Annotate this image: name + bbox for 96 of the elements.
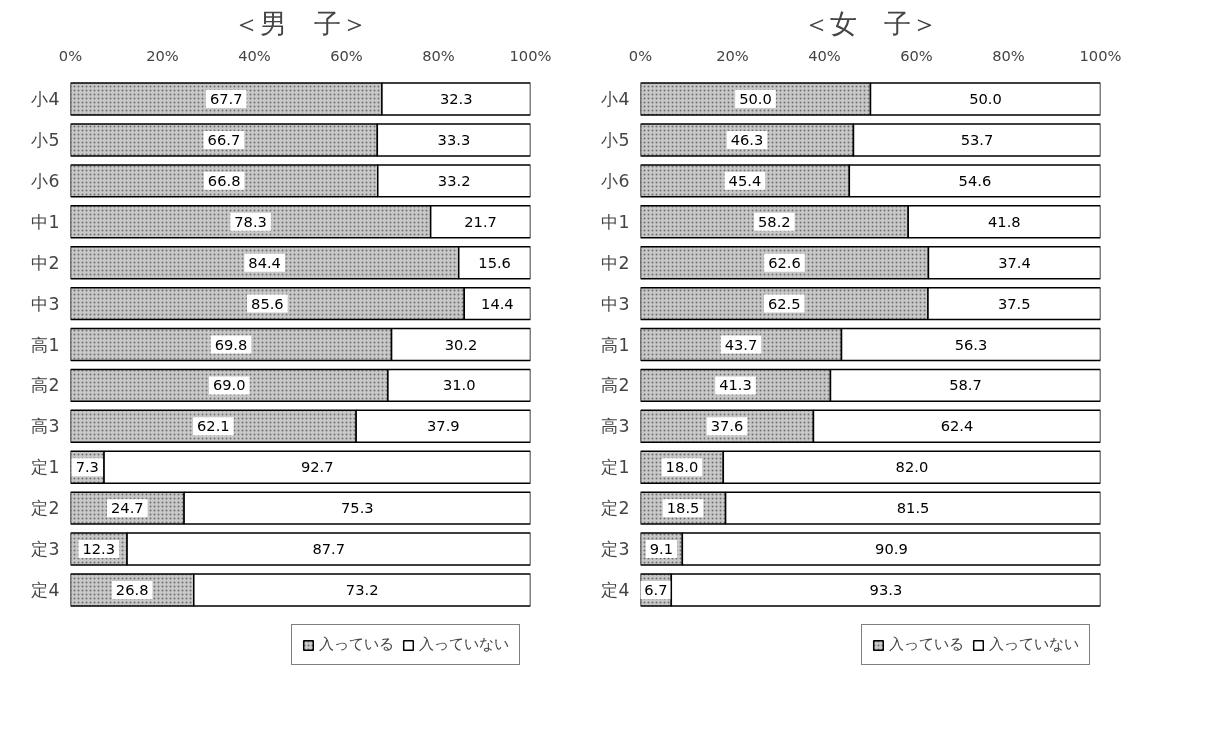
y-tick-label: 定4 <box>601 579 630 600</box>
data-label: 24.7 <box>110 499 144 517</box>
legend-label: 入っていない <box>989 635 1079 654</box>
data-label: 58.2 <box>758 212 791 230</box>
y-tick-label: 定2 <box>31 498 60 519</box>
y-tick-label: 中1 <box>601 211 630 232</box>
data-label: 37.4 <box>998 253 1031 271</box>
data-label: 62.6 <box>768 253 801 271</box>
data-label: 73.2 <box>345 580 379 598</box>
data-label: 14.4 <box>481 294 514 312</box>
data-label: 37.9 <box>427 417 460 435</box>
data-label: 66.8 <box>207 171 241 189</box>
data-label: 87.7 <box>312 540 346 558</box>
legend-label: 入っている <box>319 635 394 654</box>
x-tick-label: 80% <box>992 46 1025 64</box>
data-label: 58.7 <box>949 376 982 394</box>
y-tick-label: 中2 <box>31 252 60 273</box>
data-label: 81.5 <box>896 499 930 517</box>
x-tick-label: 80% <box>422 46 455 64</box>
data-label: 62.4 <box>940 417 974 435</box>
data-label: 26.8 <box>115 580 149 598</box>
y-tick-label: 定1 <box>31 457 60 478</box>
x-tick-label: 60% <box>330 46 363 64</box>
data-label: 90.9 <box>875 540 908 558</box>
data-label: 62.5 <box>767 294 801 312</box>
y-tick-label: 高2 <box>601 375 630 396</box>
y-tick-label: 小5 <box>31 129 60 150</box>
data-label: 43.7 <box>724 335 758 353</box>
data-label: 93.3 <box>869 580 903 598</box>
x-tick-label: 100% <box>509 46 552 64</box>
data-label: 33.2 <box>437 171 471 189</box>
y-tick-label: 中3 <box>31 293 60 314</box>
data-label: 31.0 <box>442 376 476 394</box>
data-label: 15.6 <box>478 253 511 271</box>
chart-title: ＜女 子＞ <box>803 7 938 39</box>
data-label: 50.0 <box>969 90 1002 108</box>
y-tick-label: 中2 <box>601 252 630 273</box>
data-label: 82.0 <box>895 458 929 476</box>
data-label: 18.5 <box>666 499 700 517</box>
data-label: 69.8 <box>214 335 248 353</box>
y-tick-label: 高1 <box>601 334 630 355</box>
data-label: 75.3 <box>340 499 374 517</box>
x-tick-label: 20% <box>146 46 179 64</box>
x-tick-label: 20% <box>716 46 749 64</box>
data-label: 50.0 <box>739 90 772 108</box>
data-label: 9.1 <box>649 540 674 558</box>
y-tick-label: 定3 <box>31 539 60 560</box>
data-label: 7.3 <box>75 458 99 476</box>
data-label: 46.3 <box>730 130 764 148</box>
x-tick-label: 40% <box>808 46 841 64</box>
data-label: 56.3 <box>954 335 988 353</box>
x-tick-label: 60% <box>900 46 933 64</box>
legend-label: 入っている <box>889 635 964 654</box>
data-label: 84.4 <box>248 253 281 271</box>
data-label: 30.2 <box>444 335 478 353</box>
y-tick-label: 高2 <box>31 375 60 396</box>
data-label: 54.6 <box>958 171 992 189</box>
data-label: 21.7 <box>464 212 497 230</box>
y-tick-label: 中1 <box>31 211 60 232</box>
data-label: 37.5 <box>997 294 1031 312</box>
data-label: 37.6 <box>710 417 744 435</box>
y-tick-label: 小6 <box>601 170 630 191</box>
y-tick-label: 高3 <box>31 416 60 437</box>
data-label: 53.7 <box>960 130 994 148</box>
data-label: 33.3 <box>437 130 471 148</box>
data-label: 62.1 <box>197 417 230 435</box>
legend-label: 入っていない <box>419 635 509 654</box>
data-label: 41.3 <box>719 376 752 394</box>
x-tick-label: 0% <box>628 46 653 64</box>
y-tick-label: 高3 <box>601 416 630 437</box>
y-tick-label: 定3 <box>601 539 630 560</box>
data-label: 32.3 <box>439 90 473 108</box>
data-label: 12.3 <box>82 540 116 558</box>
y-tick-label: 定2 <box>601 498 630 519</box>
data-label: 6.7 <box>644 580 668 598</box>
y-tick-label: 定4 <box>31 579 60 600</box>
x-tick-label: 100% <box>1079 46 1122 64</box>
y-tick-label: 小4 <box>601 89 630 110</box>
x-tick-label: 40% <box>238 46 271 64</box>
data-label: 45.4 <box>728 171 762 189</box>
data-label: 78.3 <box>234 212 267 230</box>
y-tick-label: 高1 <box>31 334 60 355</box>
data-label: 92.7 <box>300 458 334 476</box>
data-label: 67.7 <box>209 90 243 108</box>
data-label: 41.8 <box>988 212 1021 230</box>
data-label: 18.0 <box>665 458 699 476</box>
y-tick-label: 定1 <box>601 457 630 478</box>
data-label: 66.7 <box>207 130 241 148</box>
y-tick-label: 小5 <box>601 129 630 150</box>
data-label: 69.0 <box>212 376 246 394</box>
y-tick-label: 中3 <box>601 293 630 314</box>
y-tick-label: 小6 <box>31 170 60 191</box>
x-tick-label: 0% <box>58 46 83 64</box>
chart-title: ＜男 子＞ <box>233 7 368 39</box>
data-label: 85.6 <box>251 294 284 312</box>
y-tick-label: 小4 <box>31 89 60 110</box>
